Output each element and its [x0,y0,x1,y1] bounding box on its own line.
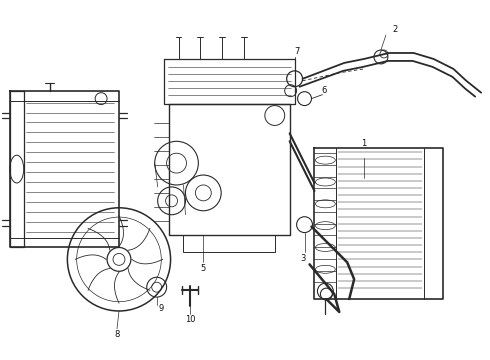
Text: 7: 7 [294,46,299,55]
Bar [183,235,275,252]
Bar [10,91,24,247]
Text: 2: 2 [392,25,397,34]
Text: 10: 10 [185,315,196,324]
Text: 6: 6 [322,86,327,95]
Text: 1: 1 [362,139,367,148]
Text: 3: 3 [300,254,305,263]
Text: 8: 8 [114,330,120,339]
Text: 9: 9 [158,305,163,314]
Text: 5: 5 [201,264,206,273]
